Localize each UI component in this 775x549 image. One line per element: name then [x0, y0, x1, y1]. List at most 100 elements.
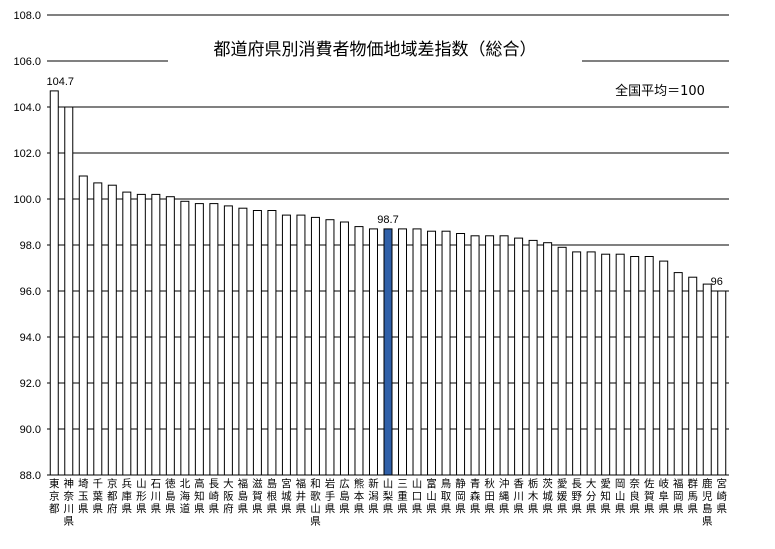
bar: [368, 228, 378, 476]
average-note: 全国平均＝100: [615, 83, 705, 99]
bar: [339, 221, 349, 476]
bar: [412, 228, 422, 476]
y-axis-ticks: 88.0 90.0 92.0 94.0 96.0 98.0 100.0 102.0 104.0 1…: [13, 10, 41, 482]
x-tick-label: 山口県: [412, 478, 423, 515]
y-tick-label: 88.0: [20, 470, 41, 482]
x-tick-label: 佐賀県: [644, 477, 655, 515]
x-tick-label: 滋賀県: [252, 477, 263, 515]
bar: [252, 210, 262, 476]
x-tick-label: 静岡県: [455, 477, 466, 515]
y-tick-label: 104.0: [13, 102, 41, 114]
bar: [572, 251, 582, 476]
x-tick-label: 北海道: [180, 478, 191, 515]
x-tick-label: 宮城県: [281, 477, 292, 515]
x-tick-label: 神奈川県: [64, 477, 75, 528]
data-label: 98.7: [377, 214, 398, 226]
bars: [49, 90, 727, 476]
x-tick-label: 秋田県: [484, 477, 495, 515]
title-background: [168, 33, 582, 69]
x-tick-label: 和歌山県: [310, 478, 321, 528]
bar: [354, 226, 364, 476]
x-tick-label: 島根県: [267, 477, 278, 515]
x-tick-label: 岩手県: [325, 477, 336, 515]
x-tick-label: 福島県: [238, 477, 249, 515]
x-tick-label: 山形県: [136, 478, 147, 515]
bar: [64, 106, 74, 476]
x-tick-label: 群馬県: [687, 477, 698, 515]
bar: [470, 235, 480, 476]
x-tick-label: 石川県: [151, 478, 162, 515]
y-tick-label: 96.0: [20, 286, 41, 298]
bar: [107, 184, 117, 476]
bar: [267, 210, 277, 476]
bar: [194, 203, 204, 476]
bar: [180, 200, 190, 476]
x-tick-label: 長野県: [571, 478, 582, 515]
x-tick-label: 宮崎県: [716, 477, 727, 515]
bar: [238, 207, 248, 476]
x-tick-label: 高知県: [194, 477, 205, 515]
chart-title: 都道府県別消費者物価地域差指数（総合）: [214, 40, 537, 60]
bar: [615, 253, 625, 476]
x-tick-label: 広島県: [339, 477, 350, 515]
bar: [644, 256, 654, 476]
bar: [296, 214, 306, 476]
bar: [630, 256, 640, 476]
x-tick-label: 長崎県: [209, 478, 220, 515]
x-tick-label: 奈良県: [629, 477, 640, 515]
bar: [499, 235, 509, 476]
y-tick-label: 90.0: [20, 424, 41, 436]
x-tick-label: 山梨県: [383, 478, 394, 515]
bar: [398, 228, 408, 476]
bar: [659, 260, 669, 476]
bar: [122, 191, 132, 476]
x-tick-label: 沖縄県: [499, 477, 510, 515]
bar: [601, 253, 611, 476]
bar: [456, 233, 466, 476]
x-tick-label: 鹿児島県: [702, 477, 713, 528]
y-tick-label: 106.0: [13, 56, 41, 68]
bar: [383, 228, 393, 476]
x-tick-label: 愛知県: [600, 477, 611, 515]
bar: [673, 272, 683, 476]
bar: [223, 205, 233, 476]
x-tick-label: 福岡県: [673, 477, 684, 515]
bar: [485, 235, 495, 476]
y-tick-label: 98.0: [20, 240, 41, 252]
bar: [49, 90, 59, 476]
bar: [688, 276, 698, 476]
bar: [543, 242, 553, 476]
x-tick-label: 三重県: [397, 478, 408, 515]
x-tick-label: 熊本県: [354, 477, 365, 515]
bar: [165, 196, 175, 476]
x-tick-label: 青森県: [470, 477, 481, 515]
x-tick-label: 京都府: [107, 477, 118, 515]
x-tick-label: 香川県: [513, 478, 524, 515]
x-tick-label: 茨城県: [542, 477, 553, 515]
bar: [441, 230, 451, 476]
y-tick-label: 102.0: [13, 148, 41, 160]
bar: [325, 219, 335, 476]
y-tick-label: 92.0: [20, 378, 41, 390]
x-tick-label: 東京都: [49, 477, 60, 515]
data-labels: 104.7 98.7 96: [46, 76, 722, 288]
x-tick-label: 新潟県: [368, 477, 379, 515]
y-tick-label: 94.0: [20, 332, 41, 344]
y-tick-label: 108.0: [13, 10, 41, 22]
x-tick-label: 鳥取県: [441, 477, 452, 515]
bar: [528, 239, 538, 476]
bar: [78, 175, 88, 476]
bar: [702, 283, 712, 476]
bar: [281, 214, 291, 476]
x-axis-ticks: 東京都神奈川県埼玉県千葉県京都府兵庫県山形県石川県徳島県北海道高知県長崎県大阪府…: [49, 477, 727, 528]
x-tick-label: 富山県: [426, 477, 437, 515]
bar: [151, 193, 161, 476]
x-tick-label: 岡山県: [615, 478, 626, 515]
x-tick-label: 福井県: [296, 477, 307, 515]
bar: [209, 203, 219, 476]
data-label: 96: [711, 276, 723, 288]
bar: [427, 230, 437, 476]
bar: [586, 251, 596, 476]
bar: [514, 237, 524, 476]
